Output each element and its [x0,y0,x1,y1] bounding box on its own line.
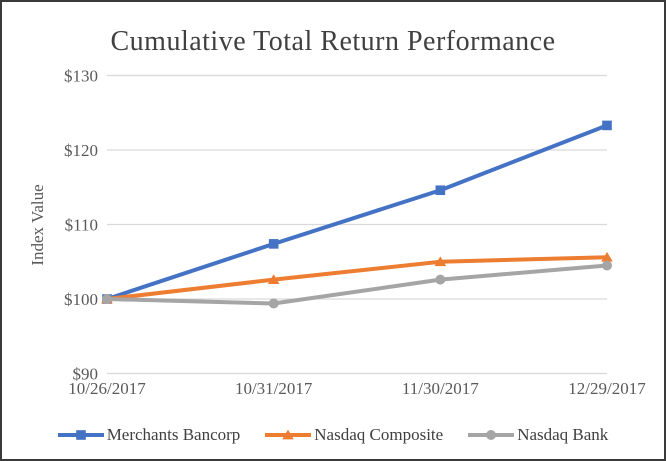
merchants-bancorp-marker [268,239,279,249]
x-tick-label: 11/30/2017 [402,379,479,398]
nasdaq-composite-marker [267,274,280,285]
nasdaq-composite-line [105,255,609,301]
legend-label: Nasdaq Composite [314,425,444,444]
nasdaq-composite-marker [434,256,447,267]
nasdaq-bank-marker [102,294,112,304]
nasdaq-bank-line [105,263,609,306]
nasdaq-bank-marker [435,274,446,285]
legend-item-nasdaq-composite: Nasdaq Composite [265,425,443,445]
merchants-bancorp-marker [602,120,612,131]
y-tick-label: $110 [65,216,98,235]
nasdaq-composite-marker [601,251,613,262]
nasdaq-bank-marker [602,260,612,271]
y-tick-label: $100 [64,290,98,309]
x-tick-label: 10/26/2017 [68,379,146,398]
y-tick-label: $90 [73,365,99,384]
chart-title: Cumulative Total Return Performance [110,26,556,57]
merchants-bancorp-line [105,123,609,301]
nasdaq-bank-marker [268,298,279,309]
y-tick-label: $130 [64,67,98,86]
merchants-bancorp-marker [435,185,446,196]
legend-item-nasdaq-bank: Nasdaq Bank [468,425,608,445]
y-tick-label: $120 [64,141,98,160]
nasdaq-composite-legend-marker-icon [265,429,312,440]
merchants-bancorp-legend-marker-icon [57,430,104,440]
chart-legend: Merchants Bancorp Nasdaq Composite Nasdaq … [2,423,664,447]
legend-label: Merchants Bancorp [106,425,241,444]
legend-item-merchants-bancorp: Merchants Bancorp [57,425,241,445]
legend-label: Nasdaq Bank [517,425,609,444]
x-tick-label: 10/31/2017 [235,379,313,398]
x-tick-label: 12/29/2017 [568,379,646,398]
nasdaq-bank-legend-marker-icon [468,430,515,440]
